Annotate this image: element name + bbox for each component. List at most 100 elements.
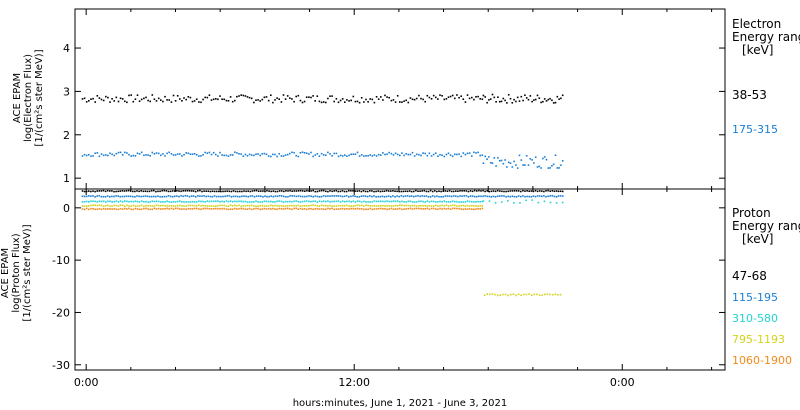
proton-point-115-195 [297, 195, 300, 197]
proton-point-47-68 [243, 190, 245, 192]
proton-point-795-1193 [335, 205, 338, 207]
proton-point-310-580 [191, 200, 194, 203]
proton-point-1060-1900 [335, 208, 338, 210]
proton-point-1060-1900 [172, 208, 175, 210]
proton-point-795-1193 [96, 204, 99, 207]
proton-point-115-195 [247, 195, 249, 198]
proton-point-310-580 [149, 201, 151, 203]
proton-point-1060-1900 [348, 208, 350, 210]
proton-point-47-68 [515, 190, 518, 192]
electron-point-38-53 [200, 101, 202, 104]
proton-point-795-1193 [147, 205, 149, 207]
electron-point-175-315 [513, 160, 515, 163]
proton-point-795-1193 [85, 205, 88, 207]
proton-point-795-1193 [549, 293, 551, 296]
electron-point-38-53 [191, 100, 194, 103]
electron-point-175-315 [477, 151, 479, 154]
proton-point-115-195 [132, 195, 134, 198]
electron-point-175-315 [151, 151, 154, 154]
electron-point-38-53 [297, 94, 300, 97]
electron-point-38-53 [202, 98, 204, 101]
electron-point-175-315 [121, 154, 124, 156]
proton-point-47-68 [538, 190, 541, 192]
electron-point-175-315 [88, 154, 90, 156]
proton-point-115-195 [362, 195, 365, 197]
electron-point-38-53 [242, 94, 245, 97]
proton-point-1060-1900 [377, 207, 380, 210]
proton-point-310-580 [204, 201, 206, 203]
proton-point-310-580 [206, 200, 209, 202]
proton-point-115-195 [371, 195, 373, 198]
proton-point-47-68 [257, 190, 260, 192]
proton-point-795-1193 [520, 294, 522, 297]
electron-point-175-315 [401, 152, 403, 154]
proton-point-795-1193 [331, 205, 333, 207]
proton-point-115-195 [88, 195, 90, 197]
proton-point-47-68 [293, 190, 296, 192]
proton-point-47-68 [161, 189, 163, 192]
proton-point-115-195 [524, 195, 526, 198]
proton-point-115-195 [341, 195, 344, 198]
proton-point-795-1193 [352, 205, 355, 207]
proton-point-115-195 [186, 195, 189, 197]
proton-point-47-68 [559, 190, 562, 192]
proton-point-115-195 [503, 195, 505, 197]
electron-point-175-315 [261, 153, 264, 155]
electron-point-38-53 [346, 99, 348, 101]
proton-point-310-580 [543, 200, 546, 203]
proton-point-47-68 [182, 190, 184, 192]
proton-point-795-1193 [422, 205, 424, 207]
proton-point-795-1193 [350, 205, 352, 207]
proton-y-label-1: ACE EPAM [0, 248, 11, 298]
proton-point-47-68 [247, 190, 249, 192]
proton-point-1060-1900 [217, 207, 219, 210]
electron-point-175-315 [335, 152, 338, 155]
proton-point-1060-1900 [303, 208, 306, 210]
electron-point-175-315 [445, 153, 448, 156]
proton-point-115-195 [379, 195, 382, 198]
proton-point-115-195 [163, 195, 166, 198]
proton-point-795-1193 [554, 293, 557, 295]
electron-legend-subtitle: Energy range [732, 30, 800, 44]
proton-point-310-580 [346, 200, 348, 203]
proton-point-1060-1900 [102, 207, 105, 210]
proton-point-795-1193 [90, 204, 92, 207]
proton-point-47-68 [148, 190, 151, 193]
proton-point-47-68 [530, 190, 533, 192]
proton-point-795-1193 [115, 204, 118, 207]
proton-point-47-68 [98, 190, 101, 192]
electron-point-175-315 [507, 161, 510, 164]
proton-point-310-580 [94, 200, 96, 203]
electron-point-175-315 [509, 162, 512, 164]
proton-legend-310-580: 310-580 [732, 312, 778, 325]
proton-point-115-195 [549, 195, 551, 197]
proton-point-115-195 [262, 196, 264, 198]
proton-point-310-580 [299, 201, 302, 203]
proton-point-115-195 [127, 195, 130, 198]
proton-point-47-68 [348, 189, 350, 192]
proton-point-115-195 [354, 195, 356, 197]
proton-point-1060-1900 [100, 208, 103, 211]
proton-point-47-68 [524, 190, 526, 192]
proton-point-1060-1900 [250, 208, 253, 211]
electron-point-38-53 [540, 101, 542, 104]
proton-point-1060-1900 [115, 208, 118, 210]
electron-point-38-53 [506, 102, 508, 104]
proton-point-47-68 [557, 190, 560, 193]
proton-point-310-580 [424, 201, 426, 203]
proton-point-1060-1900 [325, 208, 327, 211]
proton-point-795-1193 [217, 205, 219, 207]
electron-point-175-315 [443, 155, 446, 158]
electron-point-175-315 [456, 153, 458, 156]
proton-point-1060-1900 [293, 207, 295, 210]
proton-point-115-195 [383, 196, 386, 198]
electron-point-38-53 [484, 96, 486, 98]
proton-point-47-68 [83, 190, 86, 193]
proton-point-47-68 [201, 190, 203, 193]
electron-point-175-315 [533, 162, 535, 164]
proton-point-115-195 [203, 195, 205, 197]
electron-point-175-315 [259, 154, 261, 157]
proton-point-795-1193 [267, 205, 270, 207]
electron-data-points [81, 93, 564, 169]
proton-point-47-68 [207, 190, 210, 192]
